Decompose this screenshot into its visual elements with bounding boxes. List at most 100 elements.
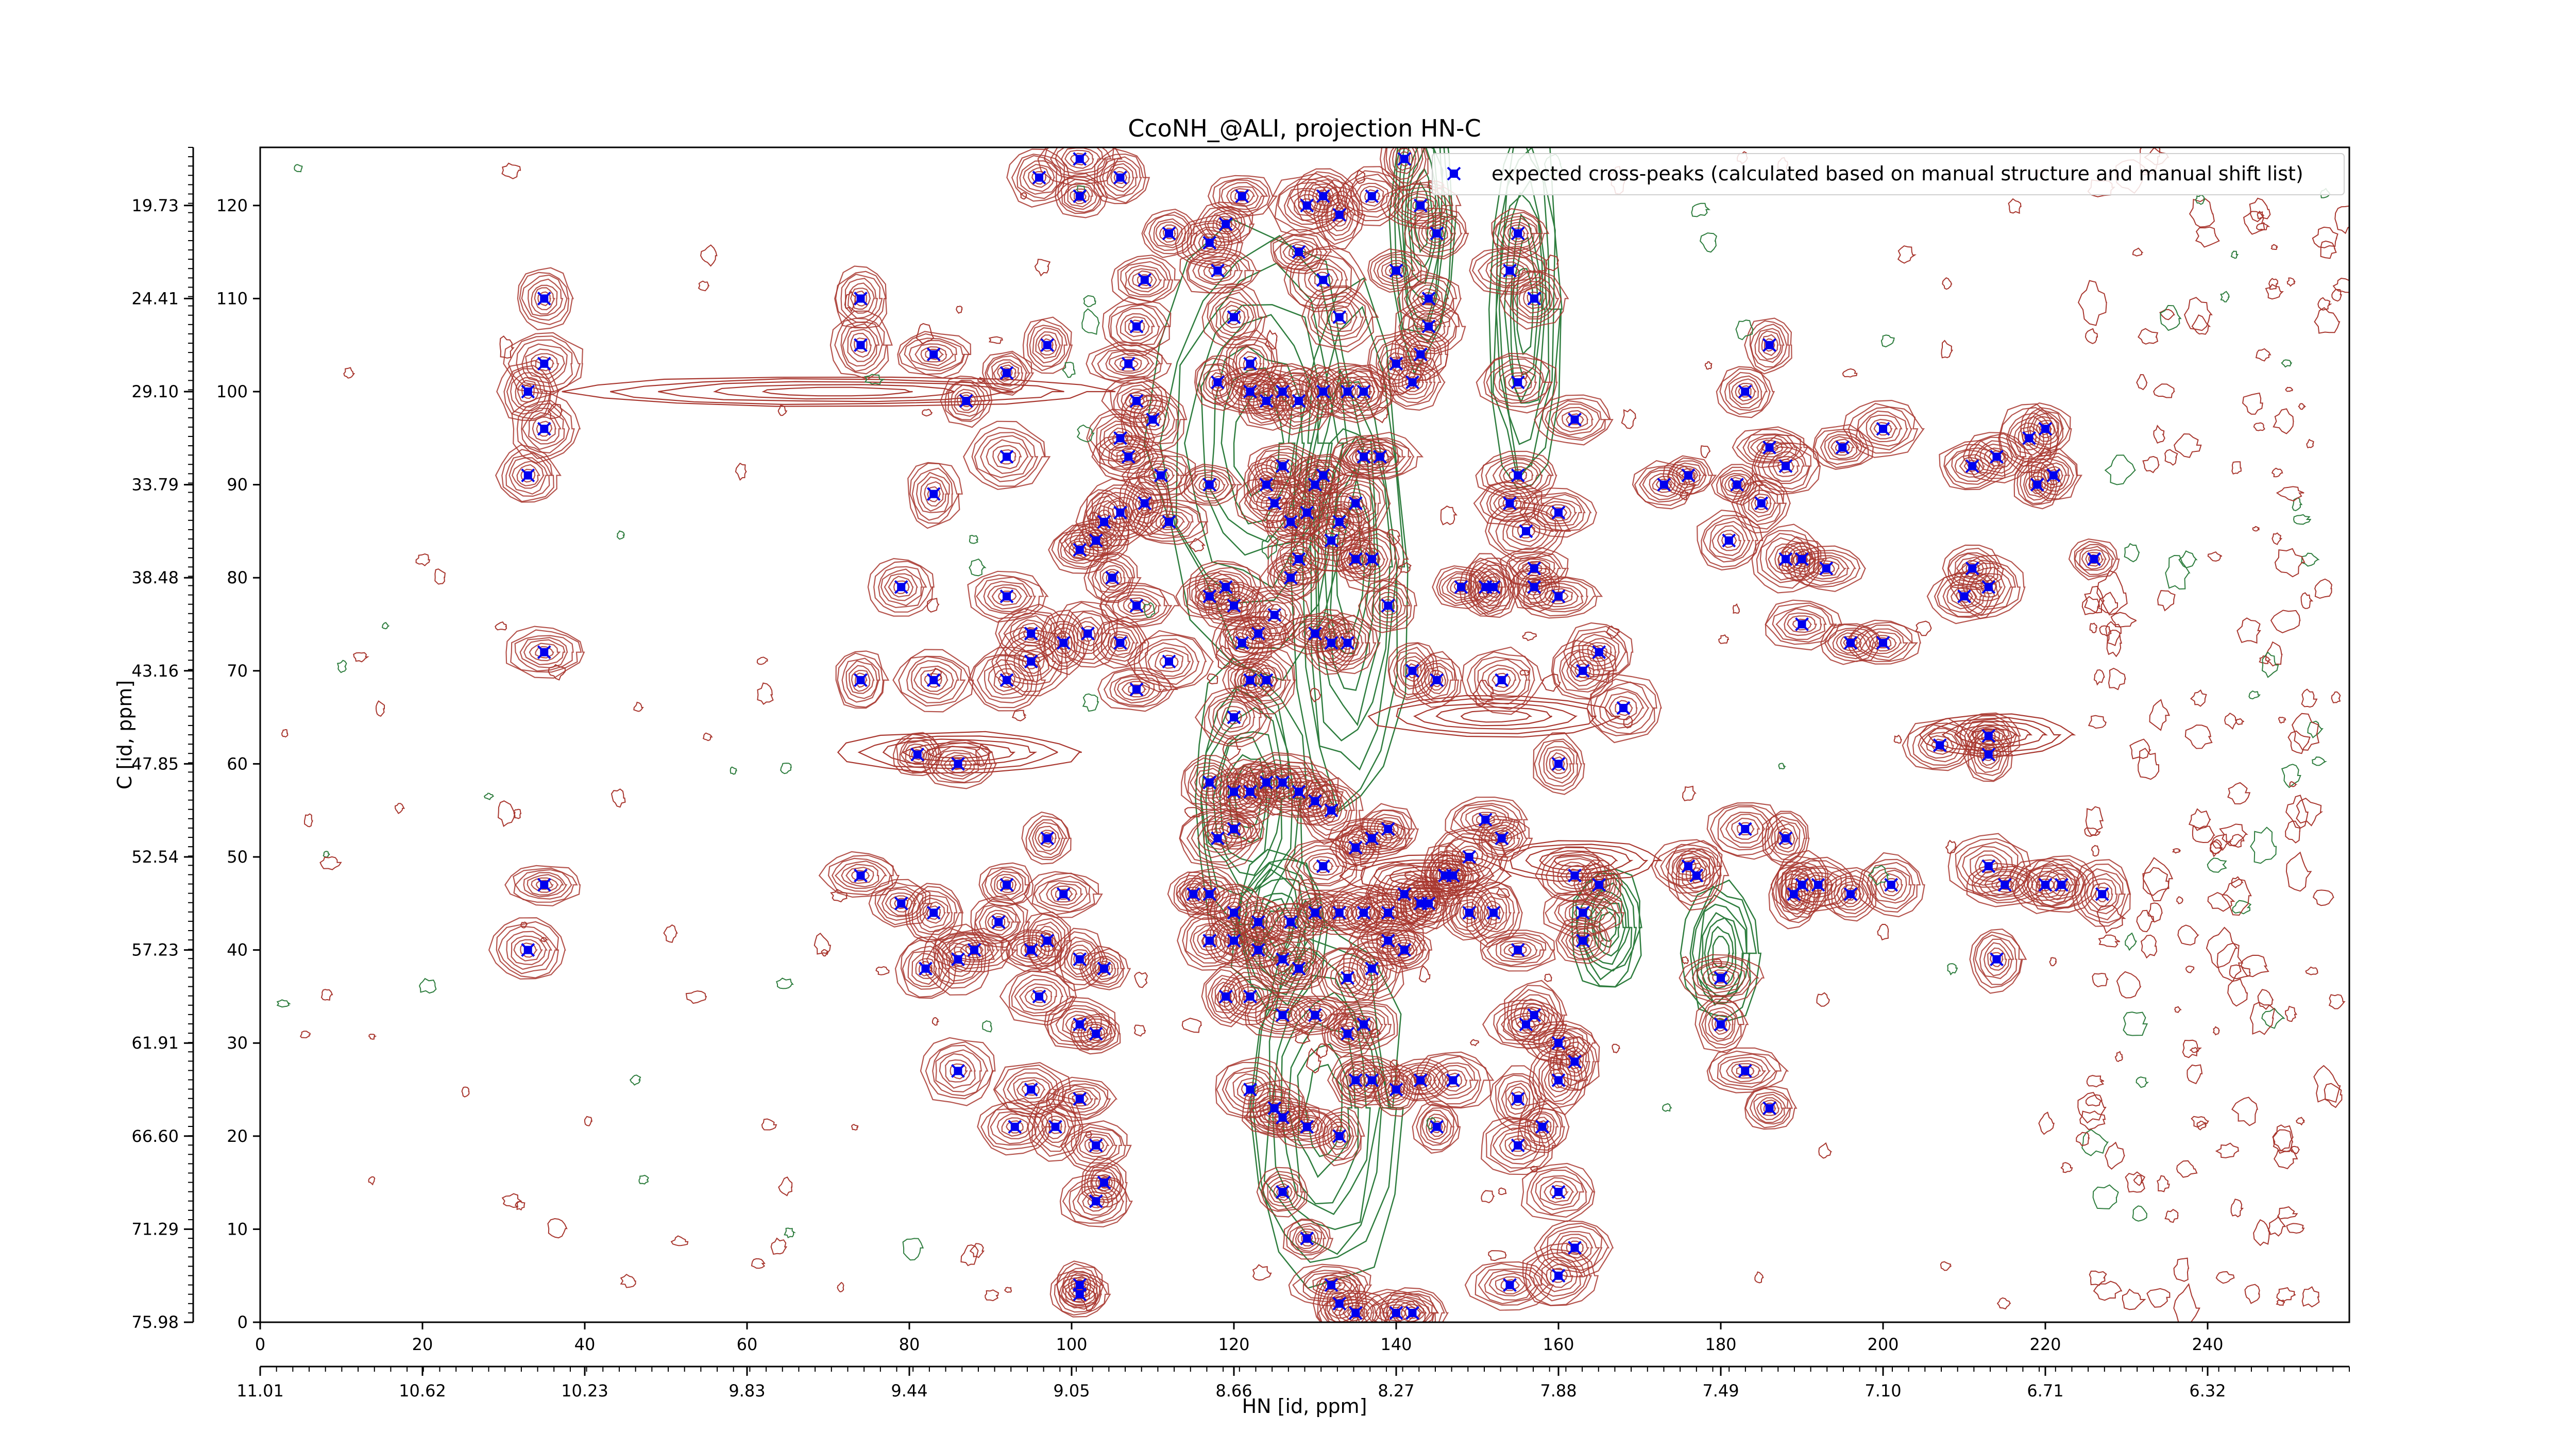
peak-contour [1269, 458, 1295, 475]
peak-contour [1436, 567, 1488, 606]
peak-contour [1497, 1074, 1540, 1123]
peak-contour [1302, 901, 1329, 924]
peak-contour [893, 580, 910, 595]
cross-peak-marker [1365, 962, 1379, 976]
peak-contour [1194, 201, 1255, 247]
cross-peak-marker [1527, 1008, 1541, 1022]
peak-contour [2025, 471, 2049, 498]
peak-contour [1557, 918, 1608, 961]
peak-contour [1638, 467, 1689, 503]
noise-contour [2132, 247, 2144, 257]
peak-contour [1375, 1301, 1417, 1322]
cross-peak-marker [1405, 375, 1419, 390]
peak-contour [1523, 287, 1546, 309]
hn-ppm-tick-label: 7.49 [1702, 1381, 1739, 1401]
peak-contour [1269, 559, 1314, 596]
peak-contour [967, 570, 1049, 623]
peak-contour [1493, 491, 1528, 515]
cross-peak-marker [1202, 934, 1217, 948]
x-axis-label: HN [id, ppm] [1242, 1395, 1367, 1418]
peak-contour [1667, 840, 1730, 911]
noise-contour [1868, 865, 1890, 886]
ridge-contour [857, 735, 1058, 770]
noise-contour [276, 999, 291, 1008]
noise-contour [2122, 1288, 2146, 1310]
noise-contour [638, 1174, 649, 1185]
peak-contour [1297, 258, 1348, 300]
noise-contour [770, 1237, 788, 1255]
peak-contour [1608, 696, 1638, 720]
peak-contour [1765, 602, 1837, 645]
cross-peak-marker [1032, 171, 1046, 185]
noise-contour [960, 1244, 979, 1267]
peak-contour [1209, 292, 1257, 341]
cross-peak-marker [1276, 776, 1290, 789]
peak-contour [1301, 285, 1379, 353]
noise-contour [2252, 526, 2260, 532]
peak-contour [1738, 385, 1752, 398]
peak-contour [1973, 931, 2022, 988]
noise-contour [2227, 978, 2248, 1007]
peak-contour [1488, 1272, 1532, 1296]
peak-contour [1495, 1276, 1527, 1294]
peak-contour [880, 568, 923, 606]
noise-contour [702, 732, 713, 742]
peak-contour [1127, 630, 1214, 693]
peak-contour [1454, 845, 1483, 869]
peak-contour [2079, 546, 2111, 571]
peak-contour [1393, 942, 1415, 958]
noise-contour [851, 1123, 859, 1131]
noise-contour [520, 921, 528, 929]
peak-contour [1098, 492, 1144, 532]
peak-contour [1221, 705, 1248, 729]
noise-contour [1207, 673, 1218, 685]
peak-contour [1572, 931, 1594, 950]
peak-contour [1756, 530, 1817, 589]
peak-contour [919, 897, 951, 929]
peak-contour [920, 476, 948, 512]
peak-contour [1028, 819, 1068, 858]
peak-contour [1333, 1298, 1378, 1322]
peak-contour [1488, 507, 1564, 559]
peak-contour [1869, 635, 1897, 652]
peak-contour [531, 284, 558, 315]
peak-contour [907, 462, 963, 529]
peak-contour [1267, 1176, 1299, 1207]
cross-peak-marker [1129, 598, 1144, 613]
cross-peak-marker [1397, 152, 1412, 166]
peak-contour [1842, 399, 1925, 458]
peak-contour [1291, 845, 1358, 887]
noise-contour [2191, 314, 2211, 335]
peak-contour [1784, 612, 1822, 636]
peak-contour [840, 321, 884, 372]
peak-contour [1742, 484, 1781, 523]
peak-contour [1421, 1109, 1453, 1144]
cross-peak-marker [1714, 1017, 1728, 1032]
peak-contour [1031, 921, 1062, 959]
peak-contour [1207, 974, 1246, 1019]
cross-peak-marker [1218, 989, 1233, 1004]
peak-contour [1543, 746, 1575, 784]
cross-peak-marker [2046, 468, 2061, 482]
noise-contour [2182, 1039, 2202, 1058]
peak-contour [1744, 317, 1792, 375]
cross-peak-marker [1235, 636, 1249, 650]
peak-contour [1492, 459, 1543, 492]
peak-contour [1367, 248, 1429, 293]
cross-peak-marker [854, 338, 868, 352]
noise-contour [2038, 1111, 2055, 1135]
peak-contour [1412, 284, 1444, 312]
peak-contour [1025, 815, 1070, 861]
cross-peak-marker [1227, 822, 1241, 836]
peak-contour [827, 854, 894, 896]
peak-contour [1065, 1282, 1096, 1307]
peak-contour [1312, 1270, 1367, 1322]
noise-contour [1700, 232, 1717, 253]
peak-contour [1499, 462, 1539, 489]
peak-contour [907, 950, 944, 987]
peak-contour [1475, 1262, 1550, 1306]
peak-contour [1082, 1191, 1110, 1212]
peak-contour [1073, 526, 1118, 555]
peak-contour [1143, 463, 1181, 487]
peak-contour [1331, 310, 1348, 325]
